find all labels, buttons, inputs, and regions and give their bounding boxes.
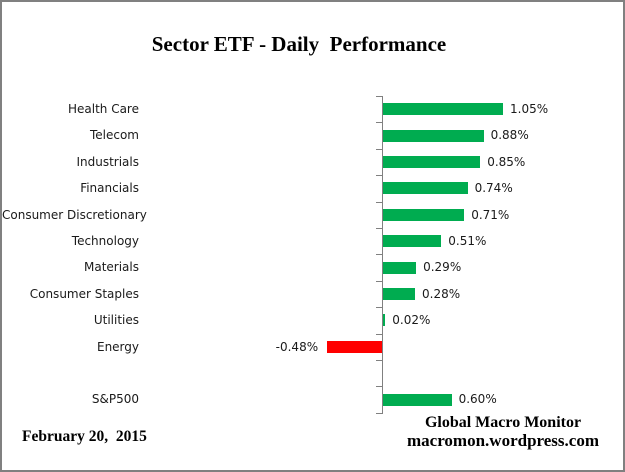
value-label-health-care: 1.05% (510, 102, 549, 116)
value-label-energy: -0.48% (275, 339, 319, 354)
category-axis-line (382, 96, 383, 414)
axis-tick (376, 228, 382, 229)
value-label-consumer-staples: 0.28% (422, 286, 461, 301)
bar-consumer-staples (383, 288, 415, 300)
bar-health-care (383, 103, 503, 116)
category-label-materials: Materials (83, 260, 139, 275)
footer-url: macromon.wordpress.com (406, 431, 599, 450)
footer-brand: Global Macro Monitor (424, 414, 582, 431)
bar-materials (383, 261, 417, 274)
value-label-industrials: 0.85% (487, 154, 526, 169)
value-label-technology: 0.51% (448, 234, 487, 248)
category-label-telecom: Telecom (89, 128, 139, 143)
value-label-telecom: 0.88% (490, 128, 529, 143)
axis-tick (376, 201, 382, 203)
axis-tick (376, 307, 382, 309)
axis-tick (376, 333, 382, 335)
bar-utilities (383, 314, 386, 327)
category-label-technology: Technology (71, 234, 139, 248)
bar-telecom (383, 129, 484, 142)
category-label-industrials: Industrials (76, 154, 139, 169)
bar-energy (327, 340, 382, 353)
date-label: February 20, 2015 (22, 428, 147, 445)
bar-consumer-discretionary (383, 208, 465, 221)
category-label-energy: Energy (96, 339, 139, 354)
category-label-s-p500: S&P500 (91, 392, 139, 407)
axis-tick (376, 148, 382, 150)
category-label-consumer-staples: Consumer Staples (29, 286, 139, 301)
bar-technology (383, 235, 442, 248)
category-label-consumer-discretionary: Consumer Discretionary (2, 207, 147, 222)
value-label-materials: 0.29% (423, 260, 462, 275)
axis-tick (376, 96, 382, 97)
footer: Global Macro Monitor macromon.wordpress.… (395, 414, 611, 450)
category-label-utilities: Utilities (93, 313, 139, 328)
value-label-consumer-discretionary: 0.71% (471, 207, 510, 222)
value-label-s-p500: 0.60% (458, 392, 497, 407)
axis-tick (376, 360, 382, 361)
axis-tick (376, 175, 382, 177)
bar-financials (383, 182, 468, 195)
axis-tick (376, 122, 382, 124)
axis-tick (376, 412, 382, 414)
chart-title: Sector ETF - Daily Performance (151, 32, 447, 56)
axis-tick (376, 386, 382, 388)
category-label-financials: Financials (80, 181, 139, 196)
bar-industrials (383, 156, 481, 168)
bar-s-p500 (383, 393, 452, 406)
axis-tick (376, 280, 382, 282)
category-label-health-care: Health Care (67, 102, 139, 116)
value-label-utilities: 0.02% (392, 313, 431, 328)
value-label-financials: 0.74% (474, 181, 513, 196)
axis-tick (376, 254, 382, 256)
